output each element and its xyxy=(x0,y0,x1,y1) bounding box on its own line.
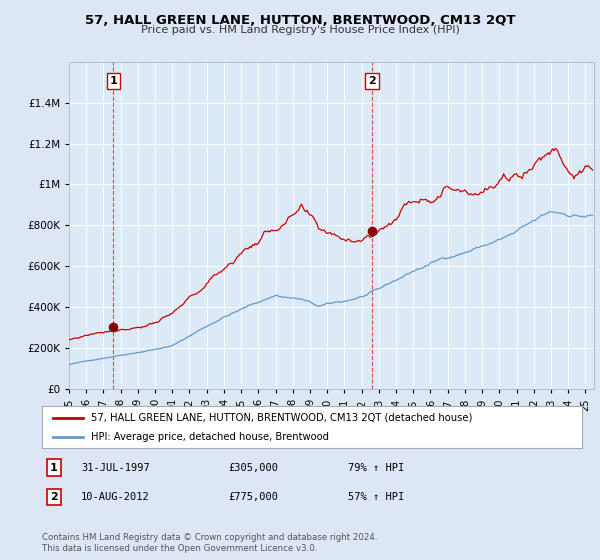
Text: £305,000: £305,000 xyxy=(228,463,278,473)
Text: 57, HALL GREEN LANE, HUTTON, BRENTWOOD, CM13 2QT: 57, HALL GREEN LANE, HUTTON, BRENTWOOD, … xyxy=(85,14,515,27)
Text: Contains HM Land Registry data © Crown copyright and database right 2024.
This d: Contains HM Land Registry data © Crown c… xyxy=(42,533,377,553)
Text: £775,000: £775,000 xyxy=(228,492,278,502)
Text: 1: 1 xyxy=(50,463,58,473)
Point xyxy=(109,322,118,331)
Text: 57% ↑ HPI: 57% ↑ HPI xyxy=(348,492,404,502)
Text: 79% ↑ HPI: 79% ↑ HPI xyxy=(348,463,404,473)
Text: 2: 2 xyxy=(50,492,58,502)
Text: 1: 1 xyxy=(110,76,117,86)
Text: 31-JUL-1997: 31-JUL-1997 xyxy=(81,463,150,473)
Text: 57, HALL GREEN LANE, HUTTON, BRENTWOOD, CM13 2QT (detached house): 57, HALL GREEN LANE, HUTTON, BRENTWOOD, … xyxy=(91,413,472,423)
Text: 10-AUG-2012: 10-AUG-2012 xyxy=(81,492,150,502)
Text: Price paid vs. HM Land Registry's House Price Index (HPI): Price paid vs. HM Land Registry's House … xyxy=(140,25,460,35)
Text: 2: 2 xyxy=(368,76,376,86)
Text: HPI: Average price, detached house, Brentwood: HPI: Average price, detached house, Bren… xyxy=(91,432,329,442)
Point xyxy=(367,226,377,235)
